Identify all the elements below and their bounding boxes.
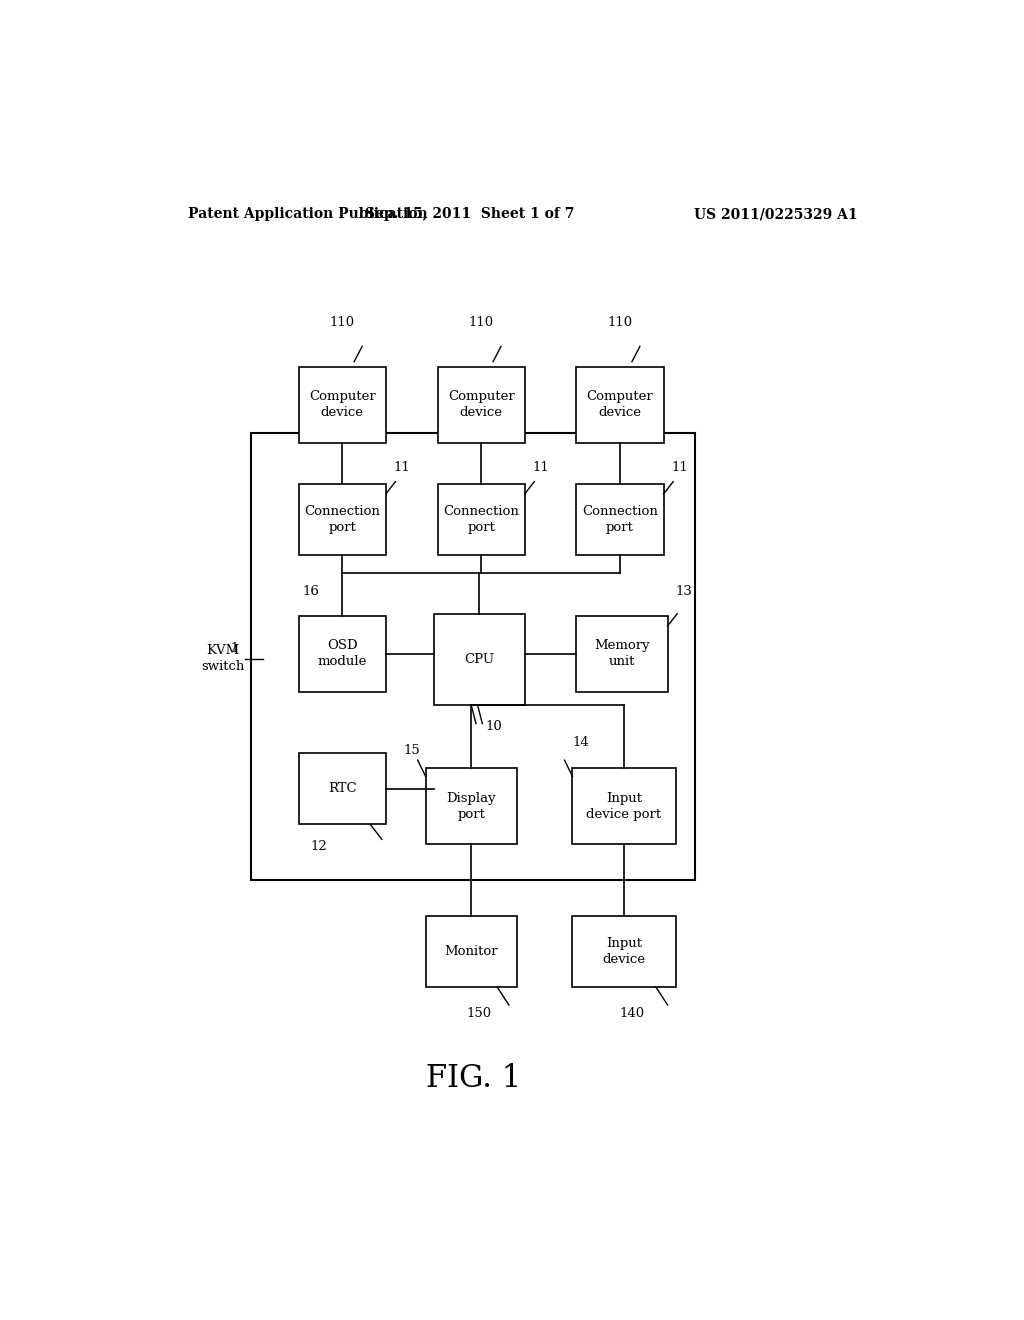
Bar [572,916,676,987]
Text: Sep. 15, 2011  Sheet 1 of 7: Sep. 15, 2011 Sheet 1 of 7 [365,207,573,222]
Bar [577,616,668,692]
Text: 15: 15 [402,744,420,756]
Text: Input
device port: Input device port [587,792,662,821]
Text: 110: 110 [607,315,633,329]
Bar [577,367,664,444]
Text: Patent Application Publication: Patent Application Publication [187,207,427,222]
Text: Computer
device: Computer device [309,391,376,420]
Bar [426,768,517,845]
Bar [437,367,524,444]
Text: 11: 11 [671,462,688,474]
Bar [577,483,664,554]
Bar [251,433,695,880]
Bar [572,768,676,845]
Text: US 2011/0225329 A1: US 2011/0225329 A1 [694,207,858,222]
Text: Memory
unit: Memory unit [594,639,650,668]
Text: 1: 1 [230,643,239,655]
Text: 11: 11 [393,462,411,474]
Text: Connection
port: Connection port [304,504,380,533]
Text: 10: 10 [485,719,502,733]
Text: Monitor: Monitor [444,945,498,958]
Text: 150: 150 [467,1007,492,1020]
Text: 140: 140 [620,1007,644,1020]
Text: 13: 13 [675,586,692,598]
Text: Display
port: Display port [446,792,496,821]
Text: FIG. 1: FIG. 1 [426,1063,521,1094]
Bar [426,916,517,987]
Text: 110: 110 [330,315,355,329]
Bar [299,752,386,824]
Bar [299,616,386,692]
Text: 12: 12 [310,840,327,853]
Text: Input
device: Input device [602,937,645,966]
Bar [299,367,386,444]
Text: 14: 14 [572,735,589,748]
Text: 11: 11 [532,462,549,474]
Bar [433,614,524,705]
Bar [299,483,386,554]
Text: Computer
device: Computer device [447,391,514,420]
Bar [437,483,524,554]
Text: 110: 110 [469,315,494,329]
Text: RTC: RTC [328,781,356,795]
Text: Connection
port: Connection port [582,504,658,533]
Text: Connection
port: Connection port [443,504,519,533]
Text: 16: 16 [302,586,318,598]
Text: OSD
module: OSD module [317,639,367,668]
Text: KVM
switch: KVM switch [202,644,245,673]
Text: CPU: CPU [464,653,495,667]
Text: Computer
device: Computer device [587,391,653,420]
